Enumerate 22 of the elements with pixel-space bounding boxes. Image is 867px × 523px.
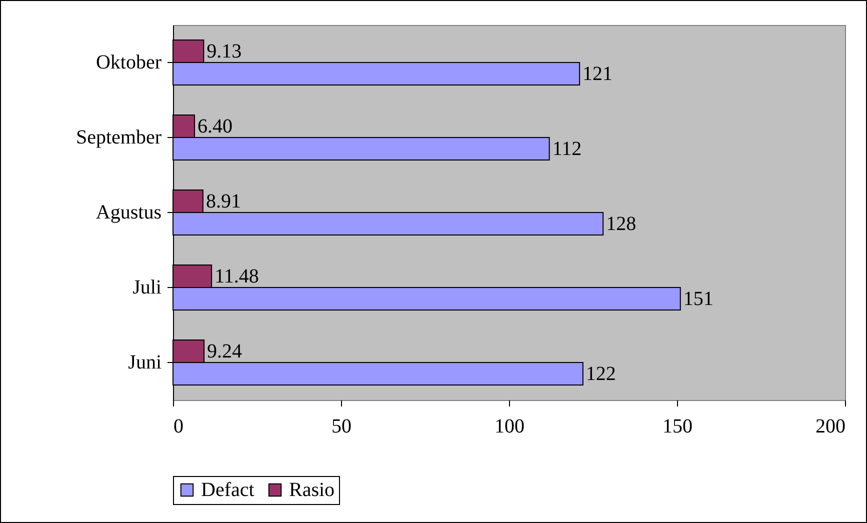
- data-label: 128: [606, 212, 636, 235]
- y-tick-label: Agustus: [96, 202, 162, 224]
- legend-label: Defact: [201, 479, 255, 501]
- legend-label: Rasio: [289, 479, 335, 501]
- data-label: 6.40: [198, 115, 233, 138]
- data-label: 121: [582, 62, 613, 85]
- x-tick-label: 100: [494, 416, 524, 438]
- data-label: 151: [683, 288, 714, 310]
- y-tick-label: Juli: [132, 276, 162, 298]
- y-tick-label: Juni: [128, 352, 162, 374]
- x-tick-label: 50: [332, 416, 352, 438]
- data-label: 11.48: [214, 265, 259, 288]
- data-label: 9.13: [206, 40, 242, 62]
- data-label: 122: [586, 362, 616, 385]
- x-tick-label: 150: [662, 416, 692, 438]
- data-label: 9.24: [207, 340, 242, 362]
- data-label: 8.91: [206, 190, 241, 212]
- y-tick-label: Oktober: [96, 52, 162, 74]
- x-tick-label: 0: [174, 416, 184, 438]
- x-tick-label: 200: [816, 416, 846, 438]
- y-tick-label: September: [76, 126, 162, 148]
- data-label: 112: [552, 138, 582, 160]
